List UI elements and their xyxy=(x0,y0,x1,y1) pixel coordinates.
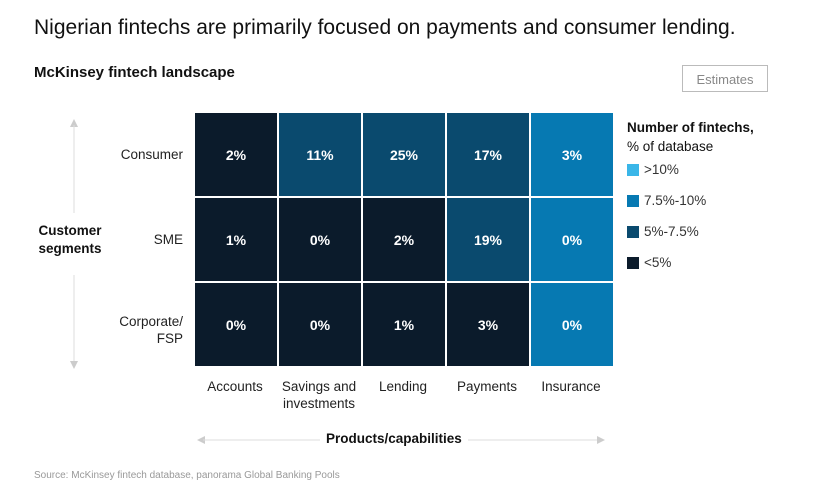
chart-subtitle: McKinsey fintech landscape xyxy=(34,64,235,81)
column-label: Payments xyxy=(456,379,518,394)
legend-label: >10% xyxy=(644,162,679,177)
heatmap-cell: 1% xyxy=(195,198,277,281)
heatmap-cell: 2% xyxy=(363,198,445,281)
heatmap-cell: 0% xyxy=(531,283,613,366)
legend-swatch xyxy=(627,163,639,176)
estimates-button[interactable]: Estimates xyxy=(682,65,768,92)
y-axis-arrow xyxy=(70,119,78,369)
row-label: Corporate/FSP xyxy=(119,314,183,346)
row-label: SME xyxy=(153,232,183,247)
heatmap-cell: 0% xyxy=(195,283,277,366)
heatmap-cell: 0% xyxy=(279,283,361,366)
legend-label: 7.5%-10% xyxy=(644,193,707,208)
column-label: Insurance xyxy=(541,379,601,394)
legend-swatch xyxy=(627,194,639,207)
row-label: Consumer xyxy=(120,147,183,162)
source-note: Source: McKinsey fintech database, panor… xyxy=(34,470,340,481)
chart-title: Nigerian fintechs are primarily focused … xyxy=(34,16,736,39)
x-axis-label: Products/capabilities xyxy=(320,431,468,446)
heatmap-cell: 3% xyxy=(447,283,529,366)
legend-label: <5% xyxy=(644,255,672,270)
legend-title: Number of fintechs, % of database xyxy=(627,118,754,156)
legend-label: 5%-7.5% xyxy=(644,224,699,239)
y-axis-label: Customer segments xyxy=(38,223,102,256)
heatmap-cell: 0% xyxy=(531,198,613,281)
legend-item: 7.5%-10% xyxy=(627,193,706,208)
heatmap-cell: 1% xyxy=(363,283,445,366)
heatmap-cell: 0% xyxy=(279,198,361,281)
legend-subtitle: % of database xyxy=(627,139,714,154)
column-label: Lending xyxy=(378,379,428,394)
legend-item: <5% xyxy=(627,255,671,270)
legend-item: 5%-7.5% xyxy=(627,224,699,239)
legend-title-main: Number of fintechs, xyxy=(627,120,754,135)
legend-item: >10% xyxy=(627,162,679,177)
heatmap-cell: 2% xyxy=(195,113,277,196)
heatmap-cell: 25% xyxy=(363,113,445,196)
heatmap-cell: 11% xyxy=(279,113,361,196)
heatmap-cell: 19% xyxy=(447,198,529,281)
legend-swatch xyxy=(627,225,639,238)
column-label: Savings and investments xyxy=(281,379,357,411)
legend-swatch xyxy=(627,256,639,269)
column-label: Accounts xyxy=(207,379,263,394)
heatmap-cell: 17% xyxy=(447,113,529,196)
heatmap-cell: 3% xyxy=(531,113,613,196)
